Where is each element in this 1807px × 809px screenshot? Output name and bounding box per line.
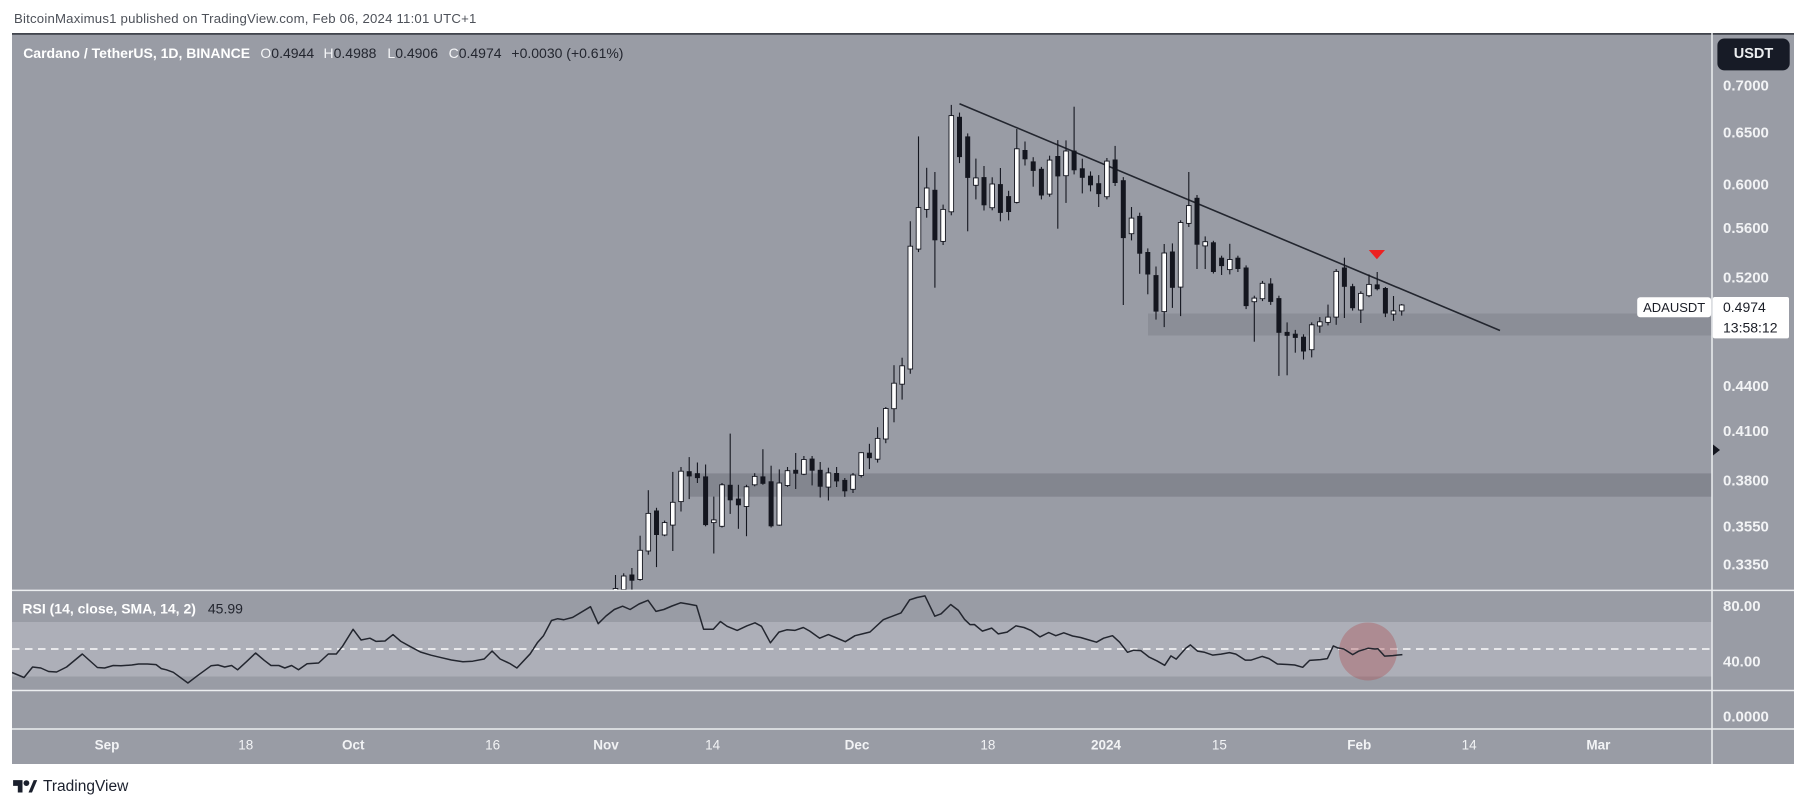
svg-text:C0.4974: C0.4974 [449,45,502,61]
svg-text:0.0000: 0.0000 [1723,708,1769,725]
svg-text:80.00: 80.00 [1723,598,1761,615]
svg-text:14: 14 [705,738,721,753]
svg-text:0.6500: 0.6500 [1723,125,1769,142]
svg-text:Cardano / TetherUS, 1D, BINANC: Cardano / TetherUS, 1D, BINANCE [23,45,250,61]
svg-text:0.7000: 0.7000 [1723,78,1769,95]
svg-text:0.6000: 0.6000 [1723,177,1769,194]
svg-text:Feb: Feb [1347,738,1371,753]
svg-text:USDT: USDT [1734,46,1774,62]
svg-text:Mar: Mar [1586,738,1611,753]
svg-text:O0.4944: O0.4944 [260,45,314,61]
svg-text:0.4100: 0.4100 [1723,423,1769,440]
svg-text:45.99: 45.99 [208,601,243,617]
svg-text:0.5600: 0.5600 [1723,220,1769,237]
svg-text:14: 14 [1462,738,1478,753]
svg-text:0.5200: 0.5200 [1723,269,1769,286]
svg-text:ADAUSDT: ADAUSDT [1643,300,1705,315]
svg-text:Oct: Oct [342,738,365,753]
svg-text:18: 18 [980,738,995,753]
svg-text:H0.4988: H0.4988 [324,45,377,61]
svg-text:18: 18 [238,738,253,753]
svg-text:Dec: Dec [845,738,870,753]
svg-text:40.00: 40.00 [1723,654,1761,671]
svg-text:0.4974: 0.4974 [1723,299,1766,315]
svg-text:13:58:12: 13:58:12 [1723,320,1778,336]
svg-text:16: 16 [485,738,500,753]
svg-text:L0.4906: L0.4906 [387,45,438,61]
svg-text:0.3550: 0.3550 [1723,518,1769,535]
svg-text:2024: 2024 [1091,738,1122,753]
svg-text:Sep: Sep [95,738,120,753]
svg-text:0.3350: 0.3350 [1723,556,1769,573]
svg-text:0.4400: 0.4400 [1723,378,1769,395]
svg-text:+0.0030 (+0.61%): +0.0030 (+0.61%) [511,45,623,61]
svg-text:RSI (14, close, SMA, 14, 2): RSI (14, close, SMA, 14, 2) [22,601,196,617]
svg-text:15: 15 [1212,738,1227,753]
svg-text:0.3800: 0.3800 [1723,473,1769,490]
svg-text:Nov: Nov [593,738,619,753]
